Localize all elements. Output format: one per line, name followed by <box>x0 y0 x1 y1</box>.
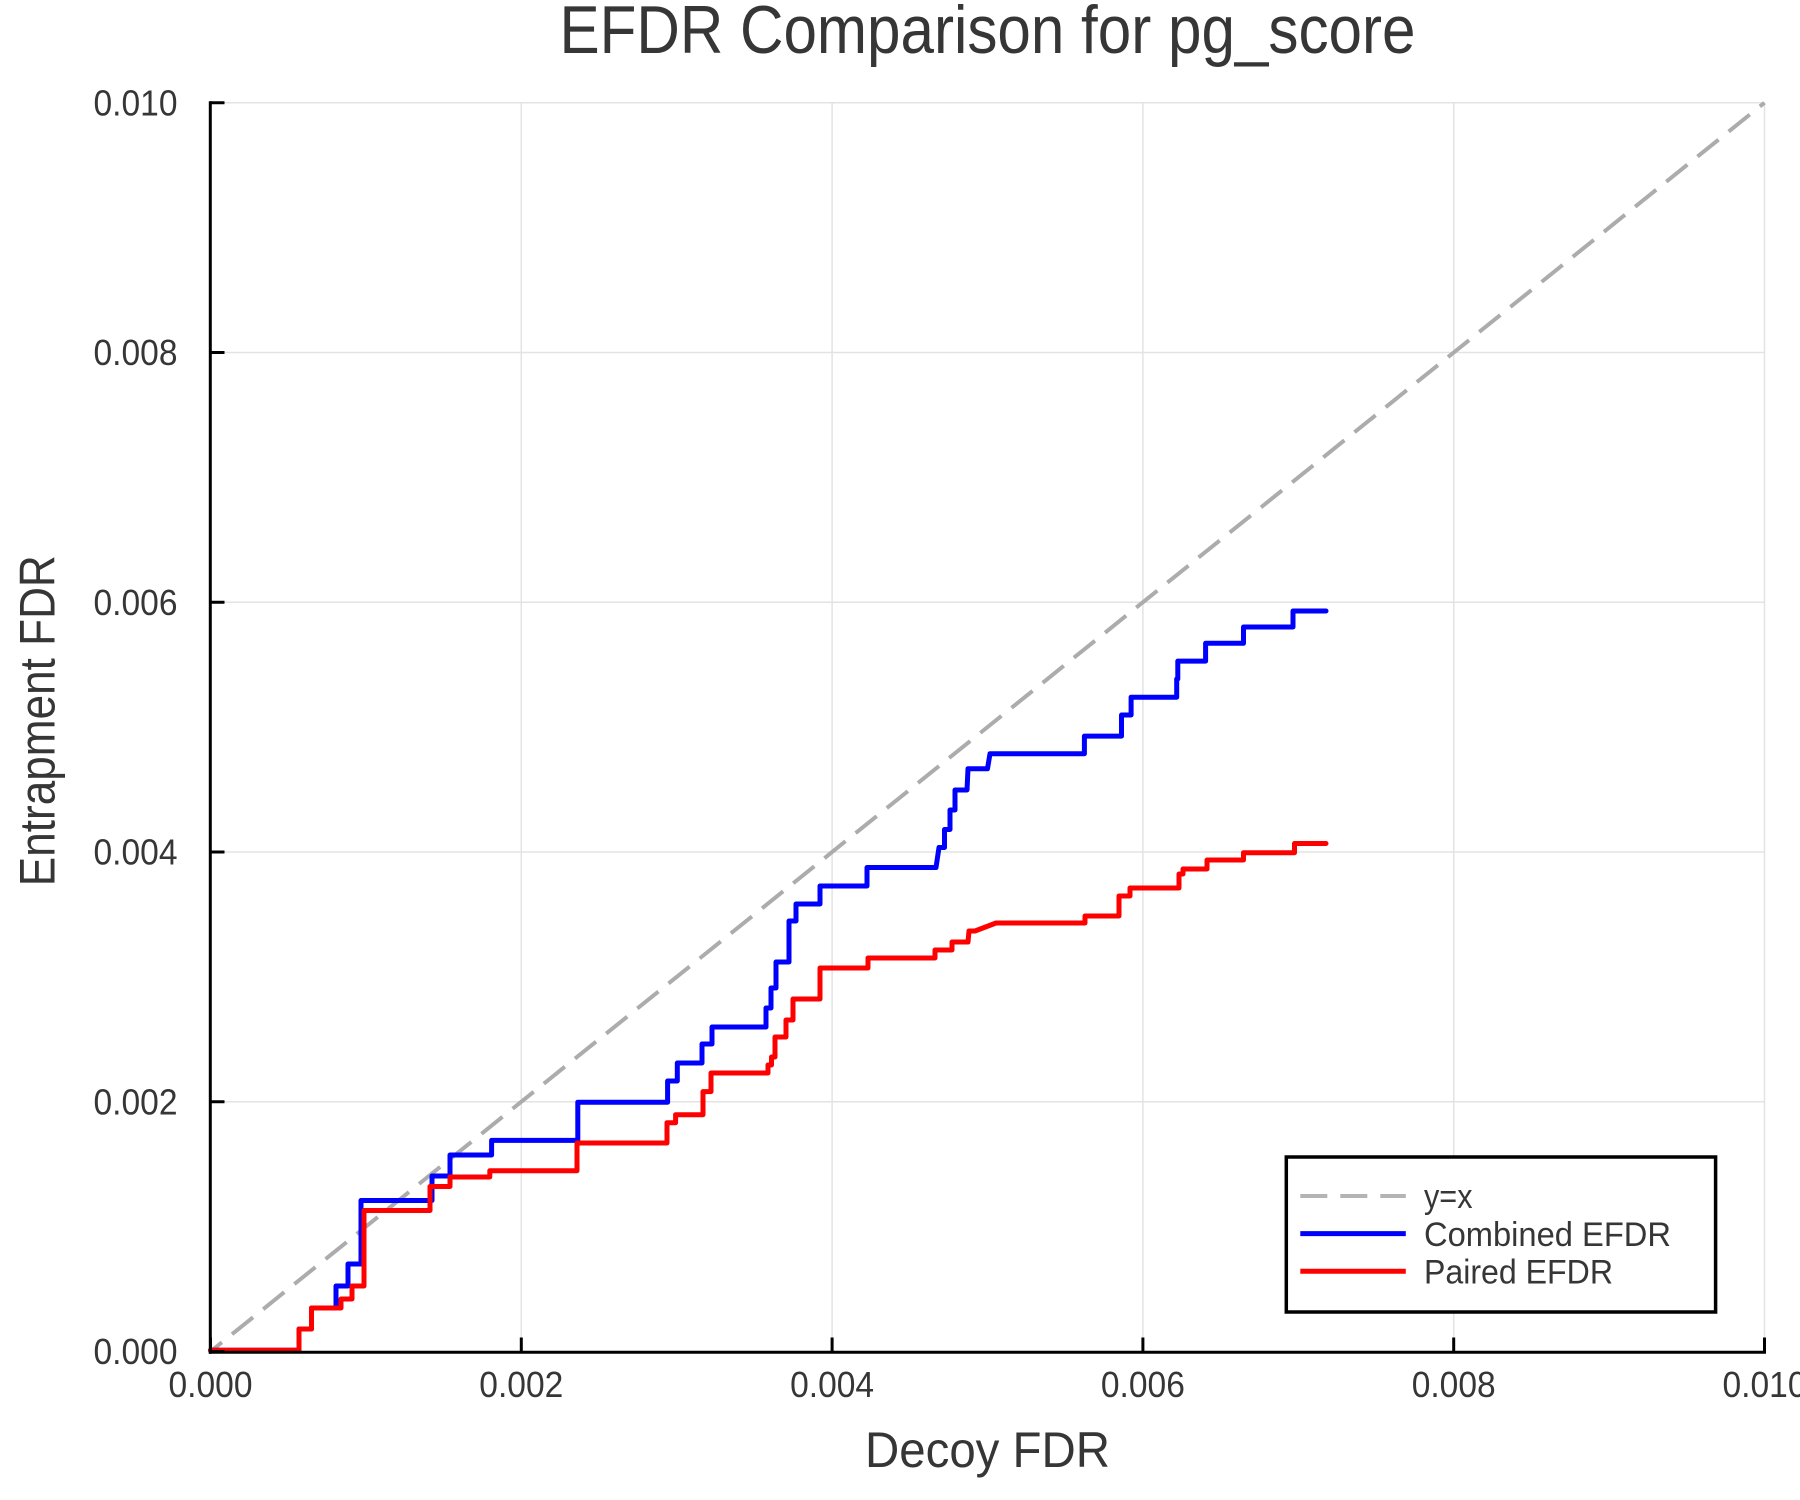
svg-text:Entrapment FDR: Entrapment FDR <box>10 555 66 886</box>
svg-text:EFDR Comparison for pg_score: EFDR Comparison for pg_score <box>560 0 1416 68</box>
svg-text:Decoy FDR: Decoy FDR <box>865 1422 1110 1478</box>
svg-text:Combined EFDR: Combined EFDR <box>1424 1216 1671 1254</box>
svg-text:0.010: 0.010 <box>1723 1364 1800 1405</box>
svg-text:0.008: 0.008 <box>94 332 178 373</box>
svg-text:0.000: 0.000 <box>94 1331 178 1372</box>
svg-text:0.004: 0.004 <box>790 1364 874 1405</box>
svg-text:0.008: 0.008 <box>1412 1364 1496 1405</box>
svg-text:0.006: 0.006 <box>94 582 178 623</box>
svg-text:y=x: y=x <box>1424 1178 1473 1216</box>
svg-text:0.006: 0.006 <box>1101 1364 1185 1405</box>
svg-text:0.000: 0.000 <box>169 1364 253 1405</box>
svg-text:0.002: 0.002 <box>94 1081 178 1122</box>
svg-text:Paired EFDR: Paired EFDR <box>1424 1253 1613 1291</box>
svg-text:0.004: 0.004 <box>94 832 178 873</box>
svg-text:0.002: 0.002 <box>479 1364 563 1405</box>
svg-text:0.010: 0.010 <box>94 82 178 123</box>
